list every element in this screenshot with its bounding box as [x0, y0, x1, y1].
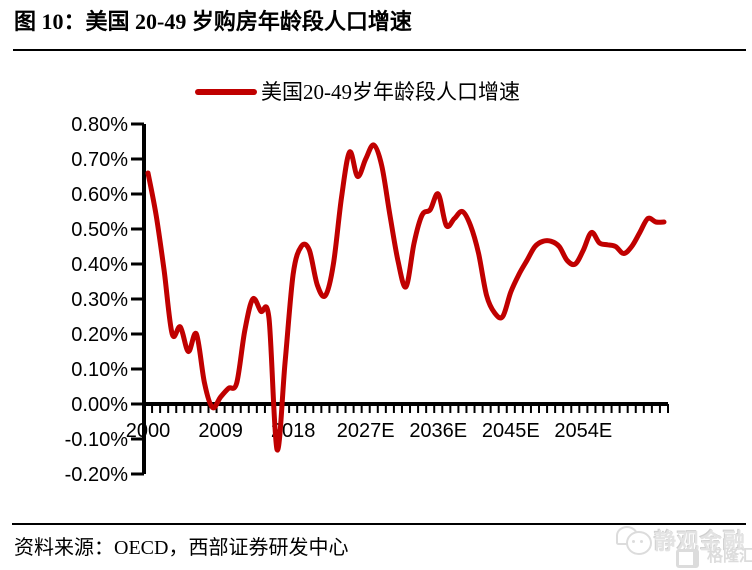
watermark: 静观金融 格隆汇 [610, 520, 752, 568]
figure-title: 图 10：美国 20-49 岁购房年龄段人口增速 [14, 9, 412, 34]
x-axis-label: 2000 [126, 420, 171, 442]
footer-divider [12, 523, 746, 525]
watermark-brand: 静观金融 [654, 529, 747, 554]
y-axis-label: 0.00% [71, 394, 128, 416]
x-axis-label: 2045E [482, 420, 540, 442]
watermark-sub-brand-label: 格隆汇 [707, 548, 752, 565]
legend-label: 美国20-49岁年龄段人口增速 [261, 80, 520, 104]
y-axis-label: 0.80% [71, 114, 128, 136]
y-axis-label: -0.10% [65, 429, 129, 451]
y-axis-label: 0.20% [71, 324, 128, 346]
y-axis-label: 0.50% [71, 219, 128, 241]
y-axis-label: 0.70% [71, 149, 128, 171]
series-line [145, 142, 667, 453]
x-axis-label: 2054E [554, 420, 612, 442]
x-axis-label: 2036E [409, 420, 467, 442]
gelonghui-logo-icon [676, 549, 699, 568]
watermark-mascot-icon [626, 531, 652, 555]
y-axis-label: -0.20% [65, 464, 129, 486]
watermark-sub-brand: 格隆汇 [676, 547, 752, 568]
y-axis-label: 0.30% [71, 289, 128, 311]
x-axis-label: 2027E [337, 420, 395, 442]
source-note: 资料来源：OECD，西部证券研发中心 [14, 537, 349, 559]
x-axis-label: 2009 [198, 420, 243, 442]
x-axis-label: 2018 [271, 420, 316, 442]
y-axis-label: 0.10% [71, 359, 128, 381]
title-divider [13, 49, 746, 51]
y-axis-label: 0.40% [71, 254, 128, 276]
y-axis-label: 0.60% [71, 184, 128, 206]
legend-line-swatch [195, 89, 257, 95]
